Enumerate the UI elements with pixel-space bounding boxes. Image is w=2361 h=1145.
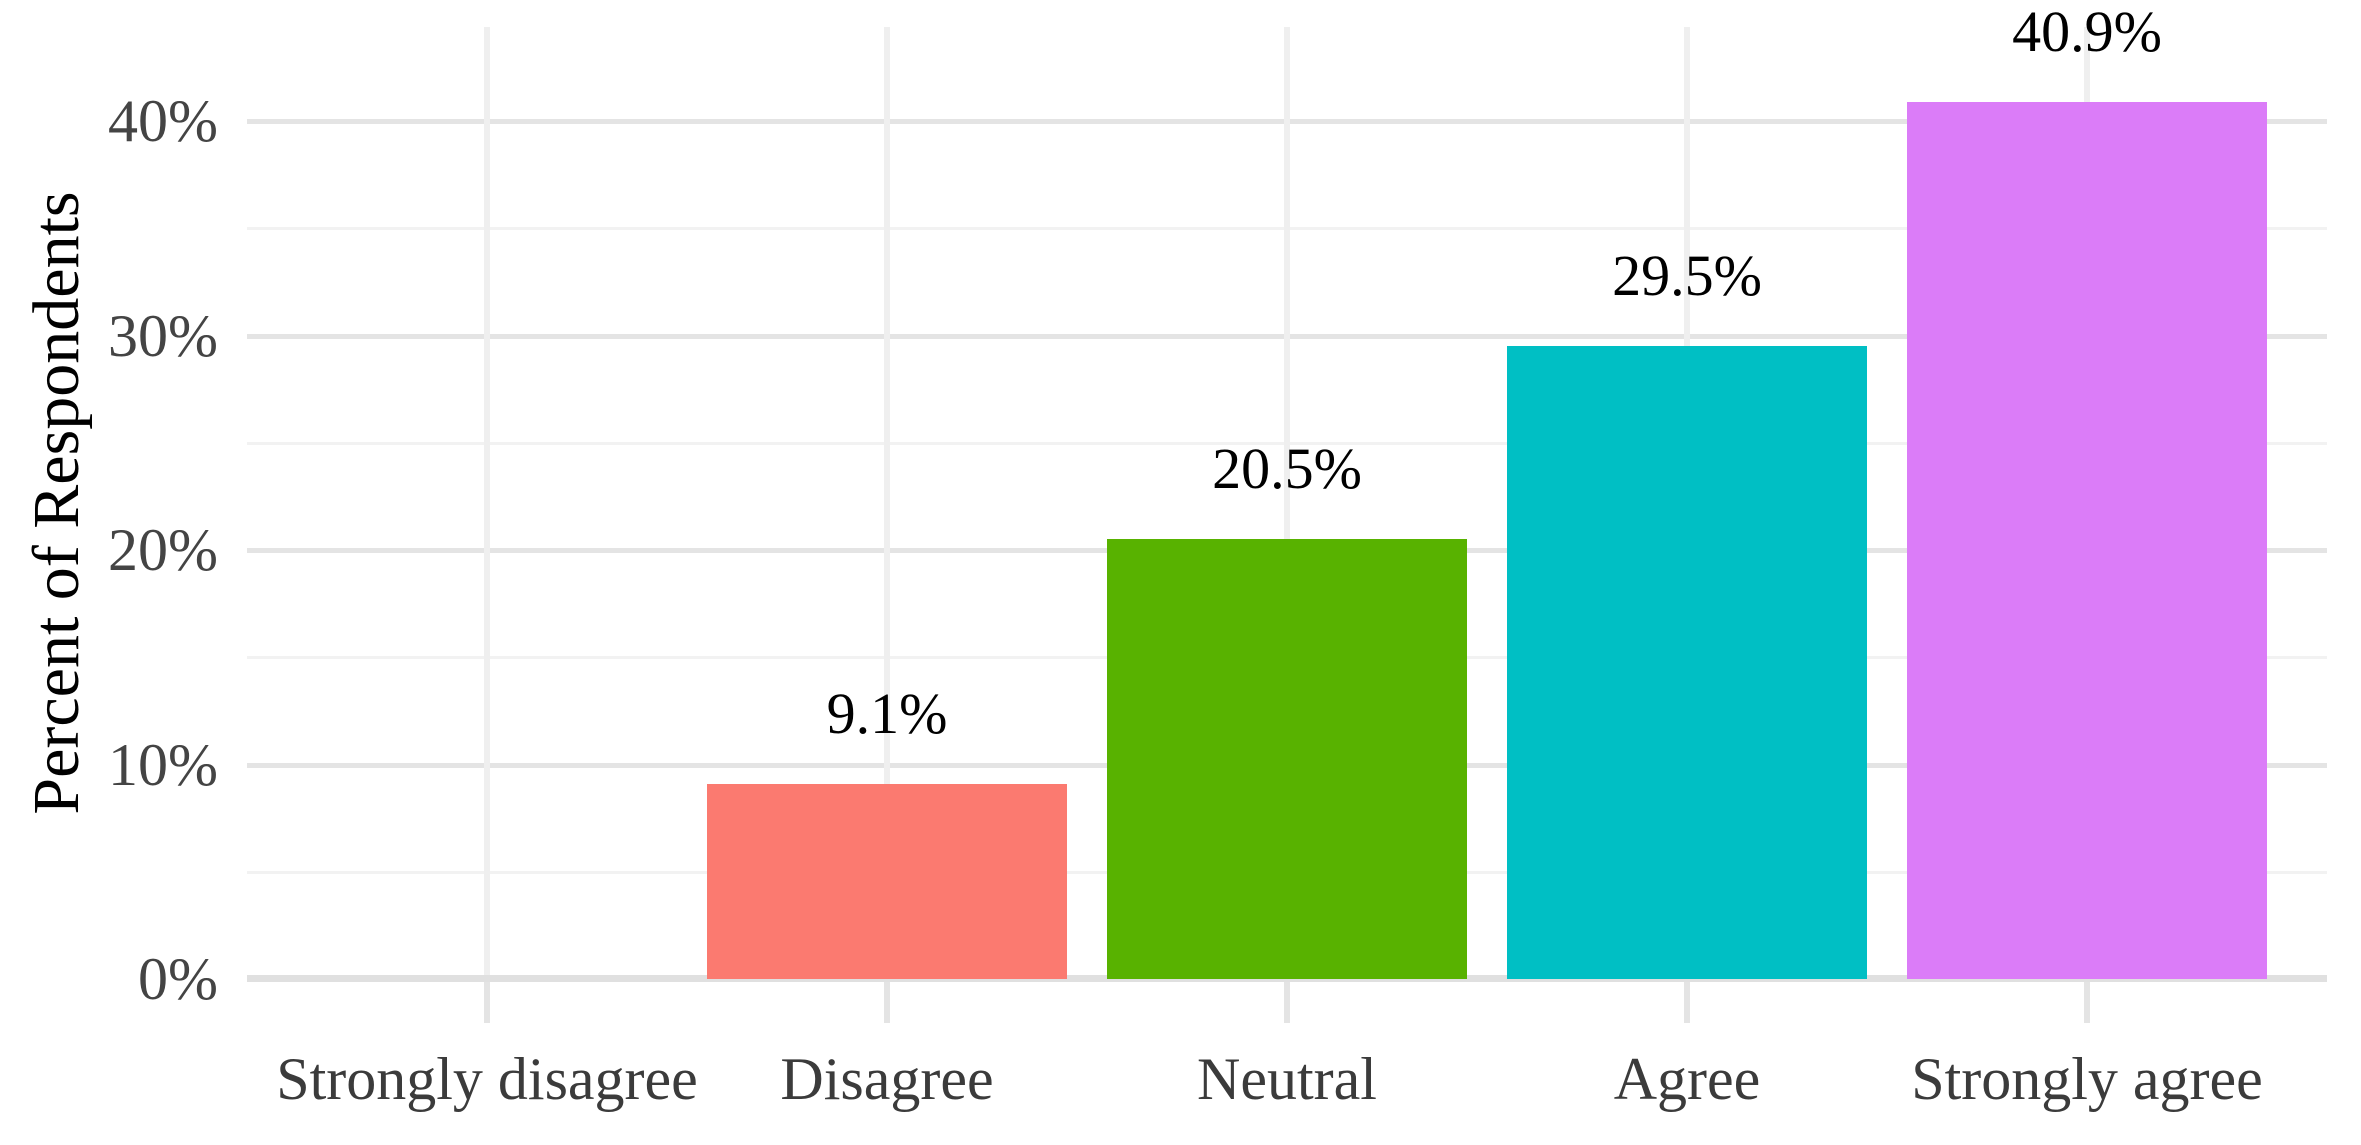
x-label-disagree: Disagree: [780, 1046, 994, 1112]
y-label-10: 10%: [108, 731, 218, 798]
gridline-vertical-disagree: [884, 27, 890, 979]
x-label-strongly-agree: Strongly agree: [1911, 1046, 2263, 1112]
value-label-agree: 29.5%: [1612, 243, 1762, 309]
x-tick-agree: [1684, 979, 1690, 1023]
x-tick-disagree: [884, 979, 890, 1023]
bar-agree: [1507, 346, 1867, 979]
gridline-vertical-strongly-disagree: [484, 27, 490, 979]
y-label-20: 20%: [108, 517, 218, 583]
value-label-disagree: 9.1%: [826, 680, 948, 746]
x-tick-strongly-agree: [2084, 979, 2090, 1023]
bar-neutral: [1107, 539, 1467, 979]
x-tick-neutral: [1284, 979, 1290, 1023]
plot-panel: [247, 27, 2327, 982]
value-label-neutral: 20.5%: [1212, 436, 1362, 502]
y-label-0: 0%: [138, 946, 218, 1012]
bar-disagree: [707, 784, 1067, 979]
value-label-strongly-agree: 40.9%: [2012, 0, 2162, 64]
x-label-neutral: Neutral: [1197, 1046, 1377, 1112]
x-label-agree: Agree: [1613, 1046, 1761, 1112]
gridline-vertical-neutral: [1284, 27, 1290, 979]
x-tick-strongly-disagree: [484, 979, 490, 1023]
bar-strongly-agree: [1907, 102, 2267, 979]
y-label-30: 30%: [108, 302, 218, 369]
y-label-40: 40%: [108, 88, 218, 154]
x-label-strongly-disagree: Strongly disagree: [276, 1046, 698, 1112]
y-axis-title: Percent of Respondents: [20, 191, 93, 815]
